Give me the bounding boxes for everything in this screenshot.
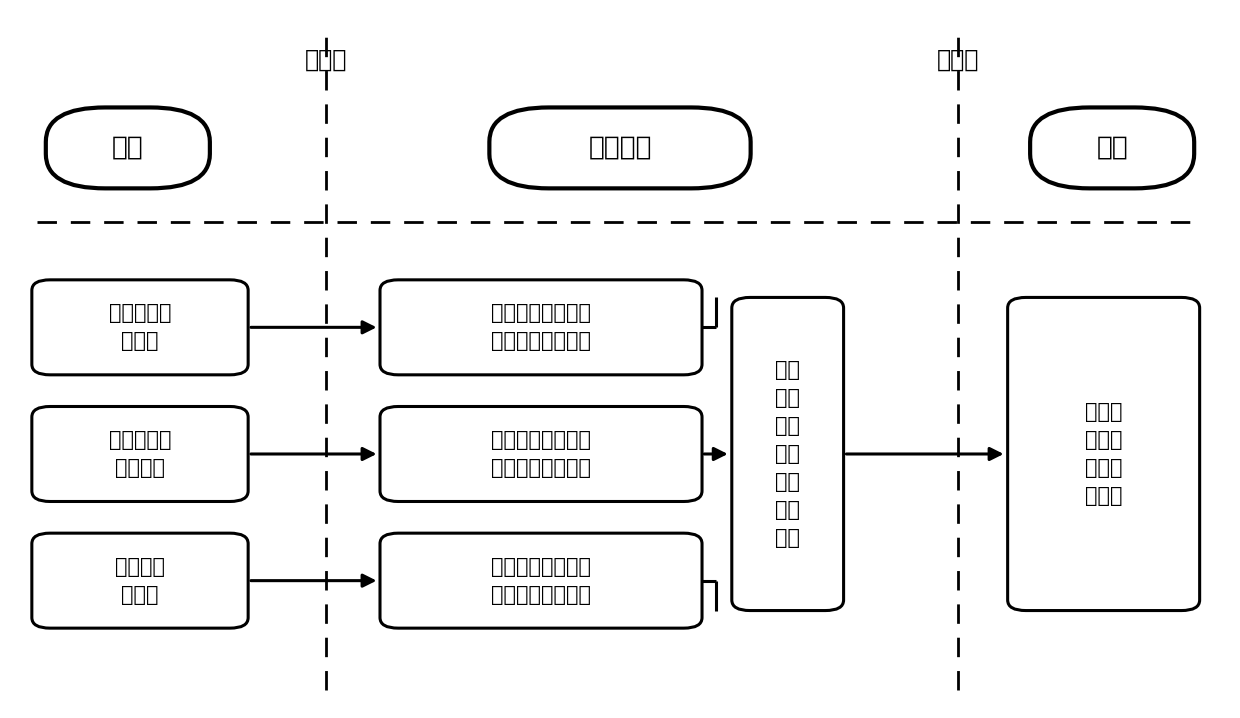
FancyBboxPatch shape — [1030, 108, 1194, 188]
FancyBboxPatch shape — [32, 406, 248, 501]
Text: 解模糊: 解模糊 — [936, 48, 980, 72]
Text: 输出: 输出 — [1096, 135, 1128, 161]
FancyBboxPatch shape — [379, 533, 702, 628]
FancyBboxPatch shape — [732, 297, 843, 610]
Text: 输入: 输入 — [112, 135, 144, 161]
Text: 周围
车辆
对本
车换
道的
影响
程度: 周围 车辆 对本 车换 道的 影响 程度 — [775, 360, 800, 548]
FancyBboxPatch shape — [1008, 297, 1199, 610]
FancyBboxPatch shape — [490, 108, 750, 188]
Text: 本车相对于周围车
辆的横向偏移程度: 本车相对于周围车 辆的横向偏移程度 — [491, 556, 591, 605]
FancyBboxPatch shape — [379, 280, 702, 375]
Text: 逻辑推理: 逻辑推理 — [588, 135, 652, 161]
Text: 横向偏移
归一化: 横向偏移 归一化 — [115, 556, 165, 605]
FancyBboxPatch shape — [379, 406, 702, 501]
FancyBboxPatch shape — [46, 108, 210, 188]
Text: 速度关联度
归一化: 速度关联度 归一化 — [109, 303, 171, 351]
FancyBboxPatch shape — [32, 280, 248, 375]
FancyBboxPatch shape — [32, 533, 248, 628]
Text: 周围各
车辆的
影响权
重系数: 周围各 车辆的 影响权 重系数 — [1085, 402, 1122, 506]
Text: 本车相对于周围车
辆的速度快慢程度: 本车相对于周围车 辆的速度快慢程度 — [491, 303, 591, 351]
Text: 模糊化: 模糊化 — [305, 48, 347, 72]
Text: 本车与周围车辆纵
向距离的安全程度: 本车与周围车辆纵 向距离的安全程度 — [491, 430, 591, 478]
Text: 换道安全系
数归一化: 换道安全系 数归一化 — [109, 430, 171, 478]
